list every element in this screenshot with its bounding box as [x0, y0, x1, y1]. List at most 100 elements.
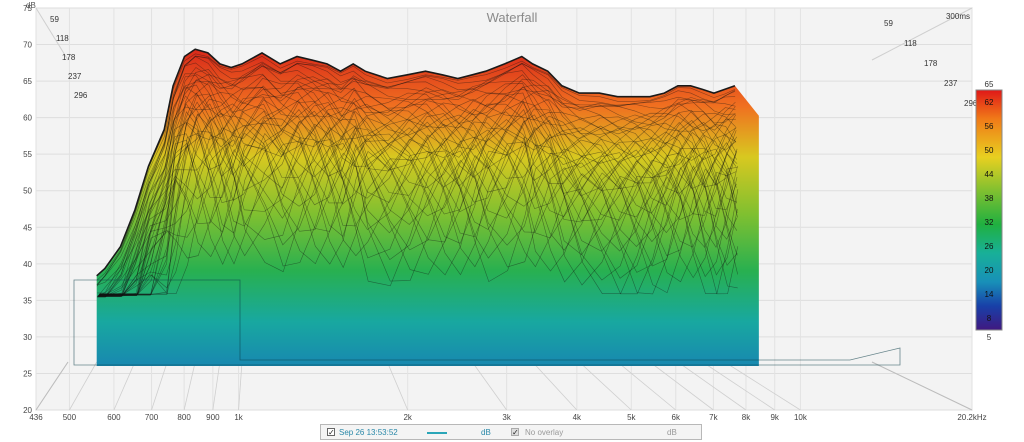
x-tick-label: 900	[206, 413, 220, 422]
time-label-right: 178	[924, 59, 938, 68]
depth-gridline	[386, 361, 409, 411]
colorbar-tick-label: 62	[985, 98, 994, 107]
time-end-label: 300ms	[946, 12, 970, 21]
waterfall-slice	[96, 56, 736, 286]
depth-gridline	[649, 361, 714, 411]
waterfall-slice	[97, 69, 736, 298]
time-label-right: 237	[944, 79, 958, 88]
waterfall-slice	[98, 127, 738, 296]
y-tick-label: 70	[23, 41, 32, 50]
y-tick-label: 40	[23, 260, 32, 269]
time-label-left: 296	[74, 91, 88, 100]
waterfall-surface	[73, 48, 901, 366]
waterfall-slice	[97, 74, 736, 297]
colorbar-gradient	[975, 89, 1003, 331]
front-floor-edge	[73, 279, 901, 366]
y-axis-unit: dB	[26, 1, 36, 10]
waterfall-slice	[97, 67, 736, 298]
waterfall-slice	[98, 103, 737, 297]
waterfall-plot: 20 25 30 35 40 45 50 55 60 65 70 75 436 500 600 700 800 9…	[23, 1, 1003, 422]
y-tick-label: 35	[23, 296, 32, 305]
waterfall-slice	[98, 93, 737, 297]
waterfall-slice	[98, 116, 738, 296]
waterfall-slice	[97, 91, 737, 297]
waterfall-slice	[99, 119, 738, 295]
waterfall-slice	[98, 111, 738, 296]
colorbar-tick-label: 14	[985, 290, 994, 299]
waterfall-slice	[96, 55, 736, 287]
time-label-left: 118	[56, 34, 69, 43]
y-tick-label: 55	[23, 150, 32, 159]
x-tick-label: 2k	[403, 413, 412, 422]
waterfall-slice	[99, 121, 738, 295]
overlay-unit: dB	[667, 428, 677, 437]
waterfall-slice	[97, 73, 736, 298]
colorbar-tick-label: 26	[985, 242, 994, 251]
depth-gridline	[183, 361, 196, 411]
left-top-edge	[35, 7, 69, 61]
waterfall-slice	[97, 96, 737, 297]
waterfall-slice	[97, 79, 736, 297]
depth-gridline	[212, 361, 221, 411]
y-tick-label: 65	[23, 77, 32, 86]
waterfall-slice	[99, 146, 739, 294]
left-depth-edge	[35, 361, 69, 411]
x-tick-label: 10k	[794, 413, 808, 422]
x-tick-label: 6k	[672, 413, 681, 422]
depth-gridline	[617, 361, 677, 411]
overlay-label: No overlay	[525, 428, 564, 437]
x-tick-label: 20.2kHz	[957, 413, 986, 422]
waterfall-slice	[97, 81, 737, 297]
y-tick-label: 75	[23, 4, 32, 13]
surface-fill	[96, 49, 759, 366]
waterfall-slice	[97, 85, 737, 297]
depth-gridline	[532, 361, 578, 411]
depth-gridline	[724, 361, 801, 411]
waterfall-slice	[99, 132, 738, 295]
depth-gridline	[113, 361, 136, 411]
right-top-edge	[871, 7, 973, 61]
time-label-left: 59	[50, 15, 59, 24]
x-tick-label: 4k	[573, 413, 582, 422]
series-unit: dB	[481, 428, 491, 437]
waterfall-slice	[98, 125, 738, 296]
waterfall-slice	[96, 48, 736, 277]
waterfall-slice	[99, 132, 738, 295]
waterfall-slice	[97, 86, 736, 297]
y-tick-label: 25	[23, 369, 32, 378]
chart-title: Waterfall	[487, 10, 538, 25]
series-swatch	[427, 432, 447, 434]
waterfall-slice	[97, 84, 737, 297]
colorbar-tick-label: 50	[985, 146, 994, 155]
depth-gridline	[69, 361, 98, 411]
x-tick-label: 8k	[742, 413, 751, 422]
y-tick-label: 20	[23, 406, 32, 415]
time-label-right: 118	[904, 39, 917, 48]
x-tick-label: 7k	[709, 413, 718, 422]
colorbar-tick-label: 44	[985, 170, 994, 179]
waterfall-slice	[98, 103, 737, 296]
waterfall-slice	[98, 112, 737, 296]
x-tick-label: 3k	[502, 413, 511, 422]
waterfall-slice	[96, 62, 736, 286]
depth-gridline	[579, 361, 632, 411]
y-tick-label: 45	[23, 223, 32, 232]
x-tick-label: 700	[145, 413, 159, 422]
series-checkbox[interactable]: ✓	[327, 428, 335, 437]
waterfall-slice	[98, 98, 737, 297]
y-tick-label: 30	[23, 333, 32, 342]
x-tick-label: 436	[29, 413, 43, 422]
overlay-checkbox[interactable]: ✓	[511, 428, 519, 437]
colorbar-tick-label: 56	[985, 122, 994, 131]
x-tick-label: 600	[107, 413, 121, 422]
depth-gridline	[702, 361, 775, 411]
waterfall-slice	[99, 143, 738, 295]
x-tick-label: 5k	[627, 413, 636, 422]
y-tick-label: 50	[23, 187, 32, 196]
waterfall-slice	[98, 103, 737, 296]
colorbar: 65 5 62 56 50 44 38 32 26 20 14 8	[975, 80, 1003, 342]
colorbar-tick-label: 8	[987, 314, 992, 323]
waterfall-slice	[99, 148, 739, 295]
depth-gridline	[151, 361, 168, 411]
